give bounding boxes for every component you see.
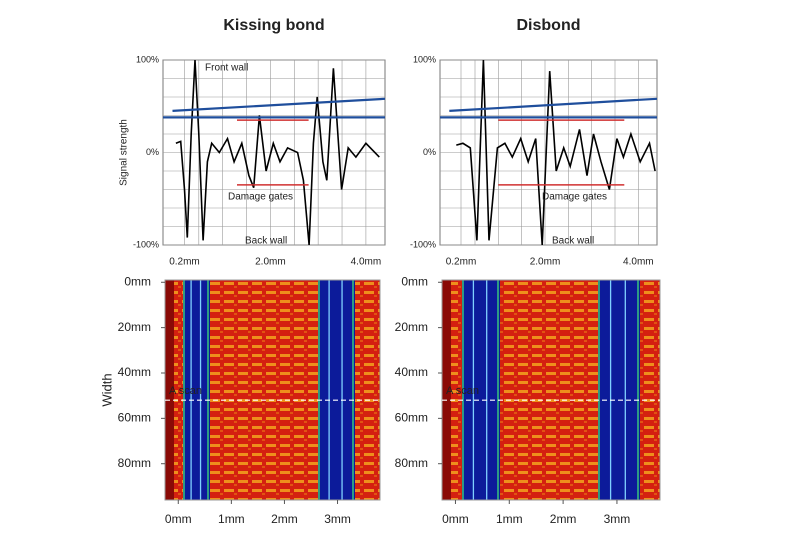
echo-band — [462, 280, 500, 500]
annotation: A scan — [169, 385, 202, 397]
y-axis-label: Signal strength — [119, 119, 130, 186]
x-tick-label: 0mm — [442, 512, 469, 526]
y-tick-label: 20mm — [395, 320, 428, 334]
signal-line — [456, 60, 656, 245]
x-tick-label: 2.0mm — [255, 257, 286, 268]
echo-band — [318, 280, 355, 500]
y-tick-label: 80mm — [118, 456, 151, 470]
gate-line — [172, 97, 385, 112]
y-tick-label: 20mm — [118, 320, 151, 334]
annotation: Damage gates — [542, 192, 607, 203]
x-tick-label: 2mm — [550, 512, 577, 526]
heatmap-frame — [441, 279, 661, 501]
annotation: Back wall — [552, 236, 594, 247]
annotation: A scan — [446, 385, 479, 397]
annotation: Damage gates — [228, 192, 293, 203]
x-tick-label: 0.2mm — [446, 257, 477, 268]
y-tick-label: -100% — [133, 239, 159, 249]
x-tick-label: 4.0mm — [623, 257, 654, 268]
panel-title: Kissing bond — [223, 17, 324, 34]
x-tick-label: 2mm — [271, 512, 298, 526]
y-tick-label: 100% — [413, 54, 436, 64]
y-tick-label: 0% — [423, 147, 436, 157]
y-tick-label: 80mm — [395, 456, 428, 470]
y-axis-label: Width — [99, 373, 114, 406]
gate-line — [449, 97, 657, 112]
x-tick-label: 4.0mm — [351, 257, 382, 268]
x-tick-label: 1mm — [496, 512, 523, 526]
signal-line — [175, 60, 380, 245]
echo-band — [598, 280, 640, 500]
heatmap-frame — [164, 279, 381, 501]
y-tick-label: 40mm — [118, 365, 151, 379]
echo-band — [183, 280, 210, 500]
x-tick-label: 1mm — [218, 512, 245, 526]
y-tick-label: 60mm — [118, 411, 151, 425]
y-tick-label: 60mm — [395, 411, 428, 425]
y-tick-label: 40mm — [395, 365, 428, 379]
panel-title: Disbond — [517, 17, 581, 34]
x-tick-label: 0.2mm — [169, 257, 200, 268]
annotation: Back wall — [245, 236, 287, 247]
y-tick-label: 100% — [136, 54, 159, 64]
y-tick-label: 0% — [146, 147, 159, 157]
x-tick-label: 3mm — [604, 512, 631, 526]
x-tick-label: 3mm — [324, 512, 351, 526]
heatmap-edge — [165, 280, 174, 500]
y-tick-label: 0mm — [124, 274, 151, 288]
y-tick-label: 0mm — [401, 274, 428, 288]
y-tick-label: -100% — [410, 239, 436, 249]
heatmap-edge — [442, 280, 451, 500]
x-tick-label: 2.0mm — [530, 257, 561, 268]
x-tick-label: 0mm — [165, 512, 192, 526]
annotation: Front wall — [205, 63, 248, 74]
